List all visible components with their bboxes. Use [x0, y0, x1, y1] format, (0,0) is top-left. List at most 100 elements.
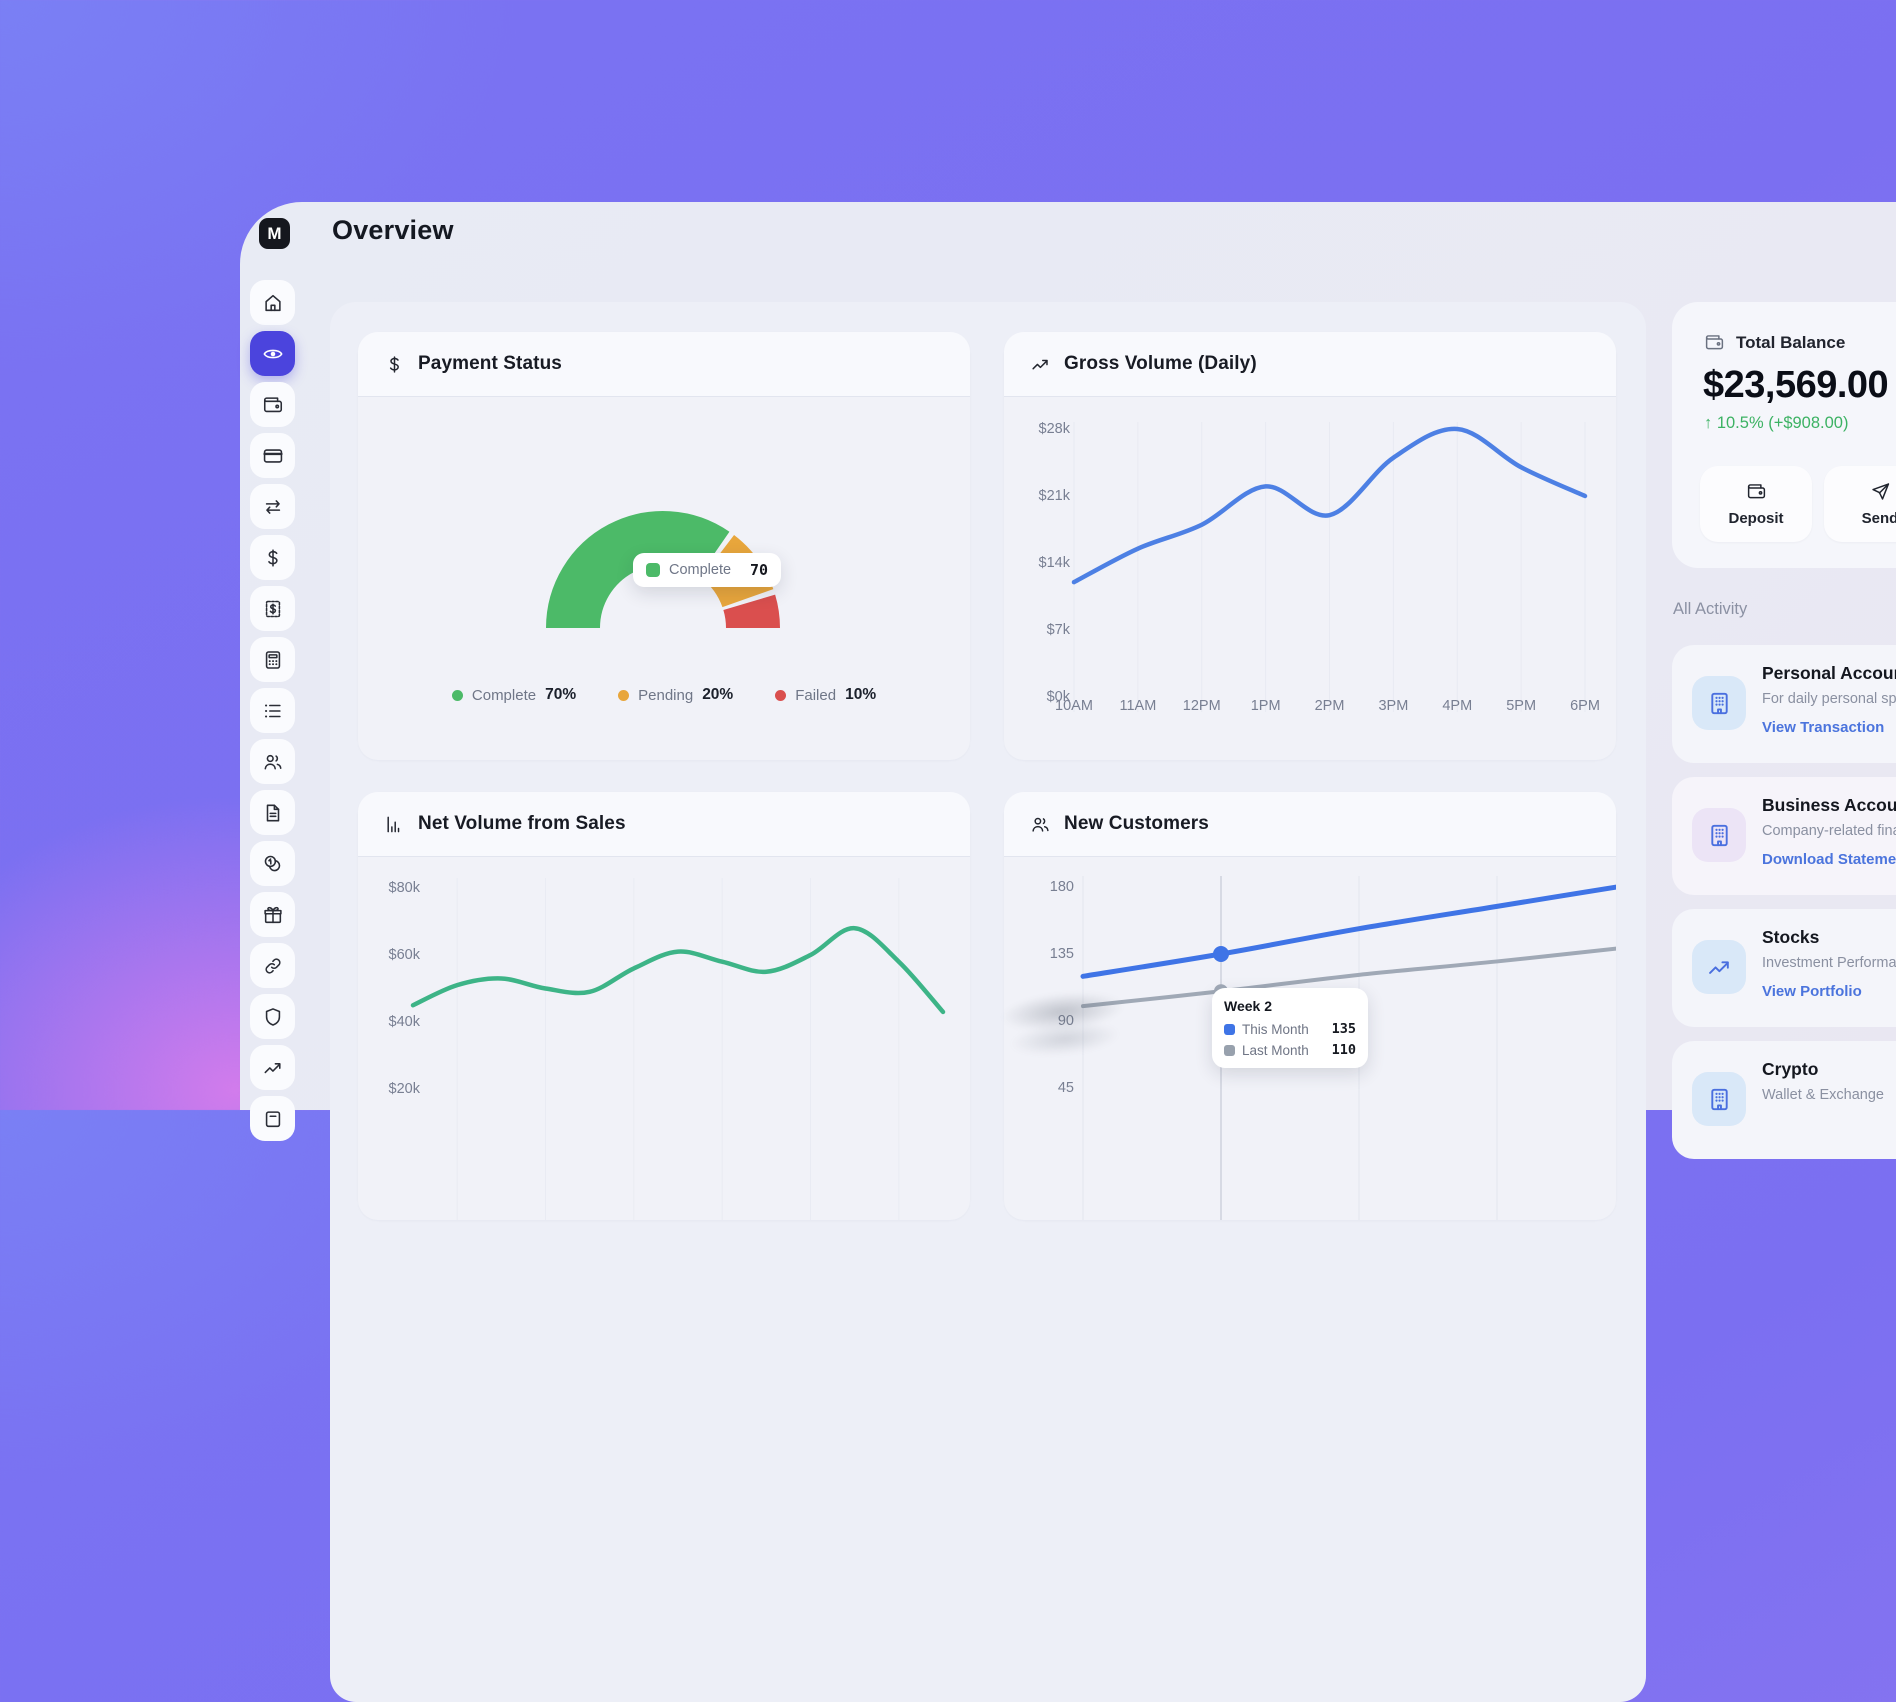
legend-dot: [451, 689, 463, 701]
legend-value: 20%: [702, 686, 734, 703]
card-payment-status-header: Payment Status: [358, 332, 970, 397]
axis-tick-label: 135: [1049, 946, 1074, 962]
card-new-customers: New Customers 180 135 90 45 Week 2 This Mon…: [1004, 792, 1616, 1220]
deposit-button[interactable]: Deposit: [1700, 466, 1812, 542]
chart-canvas: [1071, 422, 1588, 712]
chart-canvas: [410, 878, 946, 1220]
card-payment-status: Payment Status Complete 70 Complete 70% …: [358, 332, 970, 760]
axis-tick-label: 4PM: [1442, 698, 1473, 714]
sidebar-item-list[interactable]: [250, 688, 295, 733]
sidebar-item-wallet[interactable]: [250, 382, 295, 427]
transfer-icon: [262, 496, 284, 518]
activity-link[interactable]: View Transaction: [1762, 719, 1885, 736]
activity-header: All Activity: [1673, 600, 1748, 618]
legend-dot: [618, 689, 630, 701]
axis-tick-label: $40k: [388, 1014, 420, 1030]
action-label: Send: [1861, 510, 1896, 527]
sidebar-item-users[interactable]: [250, 739, 295, 784]
tooltip-swatch: [1224, 1044, 1235, 1056]
axis-tick-label: $60k: [388, 947, 420, 963]
sidebar-item-home[interactable]: [250, 280, 295, 325]
axis-tick-label: 12PM: [1182, 698, 1221, 714]
activity-card-business-account[interactable]: Business Account Company-related finance…: [1672, 777, 1896, 895]
card-title: Payment Status: [418, 353, 562, 374]
sidebar-item-calculator[interactable]: [250, 637, 295, 682]
coins-icon: [262, 853, 284, 875]
invoice-icon: [262, 598, 284, 620]
sidebar-item-eye[interactable]: [250, 331, 295, 376]
sidebar-item-gift[interactable]: [250, 892, 295, 937]
activity-card-crypto[interactable]: Crypto Wallet & Exchange: [1672, 1041, 1896, 1159]
legend-item: Failed 10%: [775, 686, 876, 704]
axis-tick-label: 2PM: [1314, 698, 1345, 714]
trending-up-icon: [262, 1057, 284, 1079]
send-button[interactable]: Send: [1824, 466, 1896, 542]
card-gross-volume-header: Gross Volume (Daily): [1004, 332, 1616, 397]
activity-card-stocks[interactable]: Stocks Investment Performance View Portfo…: [1672, 909, 1896, 1027]
axis-tick-label: $80k: [388, 880, 420, 896]
balance-actions: Deposit Send: [1700, 466, 1896, 542]
card-title: Gross Volume (Daily): [1064, 353, 1257, 374]
activity-list: Personal Account For daily personal spen…: [1672, 645, 1896, 1159]
link-icon: [262, 955, 284, 977]
activity-subtitle: Wallet & Exchange: [1762, 1087, 1884, 1103]
axis-tick-label: $7k: [1046, 622, 1070, 638]
sidebar-item-invoice[interactable]: [250, 586, 295, 631]
tooltip-row: Last Month 110: [1224, 1042, 1356, 1058]
tooltip-value: 110: [1331, 1042, 1356, 1058]
sidebar-item-shield[interactable]: [250, 994, 295, 1039]
card-title: Net Volume from Sales: [418, 813, 626, 834]
gauge-tooltip: Complete 70: [633, 553, 781, 587]
activity-link[interactable]: Download Statement: [1762, 851, 1896, 868]
send-icon: [1870, 481, 1891, 502]
gift-icon: [262, 904, 284, 926]
building-icon: [1692, 808, 1746, 862]
sidebar-item-trending-up[interactable]: [250, 1045, 295, 1090]
balance-delta: ↑ 10.5% (+$908.00): [1704, 414, 1849, 432]
sidebar-item-transfer[interactable]: [250, 484, 295, 529]
axis-tick-label: 11AM: [1119, 698, 1157, 714]
wallet-icon: [262, 394, 284, 416]
tooltip-label: This Month: [1242, 1021, 1309, 1037]
app-logo: M: [259, 218, 290, 249]
legend-value: 70%: [545, 686, 577, 703]
axis-tick-label: 90: [1057, 1013, 1074, 1029]
activity-title: Business Account: [1762, 795, 1896, 815]
sidebar-item-coins[interactable]: [250, 841, 295, 886]
balance-label: Total Balance: [1736, 332, 1846, 352]
users-icon: [1030, 814, 1051, 835]
activity-subtitle: Investment Performance: [1762, 955, 1896, 971]
gross-volume-chart: $28k $21k $14k $7k $0k 10AM 11AM 12PM 1PM 2PM 3PM 4…: [1004, 332, 1616, 760]
axis-tick-label: 5PM: [1506, 698, 1537, 714]
list-icon: [262, 700, 284, 722]
sidebar-item-document[interactable]: [250, 790, 295, 835]
balance-amount: $23,569.00: [1703, 364, 1889, 406]
sidebar-item-link[interactable]: [250, 943, 295, 988]
activity-subtitle: Company-related finances: [1762, 823, 1896, 839]
axis-tick-label: $20k: [388, 1081, 420, 1097]
eye-icon: [262, 343, 284, 365]
card-new-customers-header: New Customers: [1004, 792, 1616, 857]
sidebar: [250, 280, 296, 1141]
activity-link[interactable]: View Portfolio: [1762, 983, 1862, 1000]
activity-title: Crypto: [1762, 1059, 1819, 1079]
sidebar-item-monitor[interactable]: [250, 1096, 295, 1141]
tooltip-swatch: [1224, 1023, 1235, 1035]
building-icon: [1692, 1072, 1746, 1126]
legend-label: Pending: [638, 686, 694, 704]
activity-card-personal-account[interactable]: Personal Account For daily personal spen…: [1672, 645, 1896, 763]
activity-title: Stocks: [1762, 927, 1820, 947]
activity-title: Personal Account: [1762, 663, 1896, 683]
axis-tick-label: $28k: [1038, 421, 1070, 437]
sidebar-item-dollar[interactable]: [250, 535, 295, 580]
sidebar-item-credit-card[interactable]: [250, 433, 295, 478]
wallet-icon: [1704, 332, 1725, 353]
axis-tick-label: 180: [1049, 879, 1074, 895]
card-net-volume-header: Net Volume from Sales: [358, 792, 970, 857]
home-icon: [262, 292, 284, 314]
bar-chart-icon: [384, 814, 405, 835]
users-icon: [262, 751, 284, 773]
axis-tick-label: 45: [1057, 1080, 1074, 1096]
tooltip-value: 135: [1331, 1021, 1356, 1037]
